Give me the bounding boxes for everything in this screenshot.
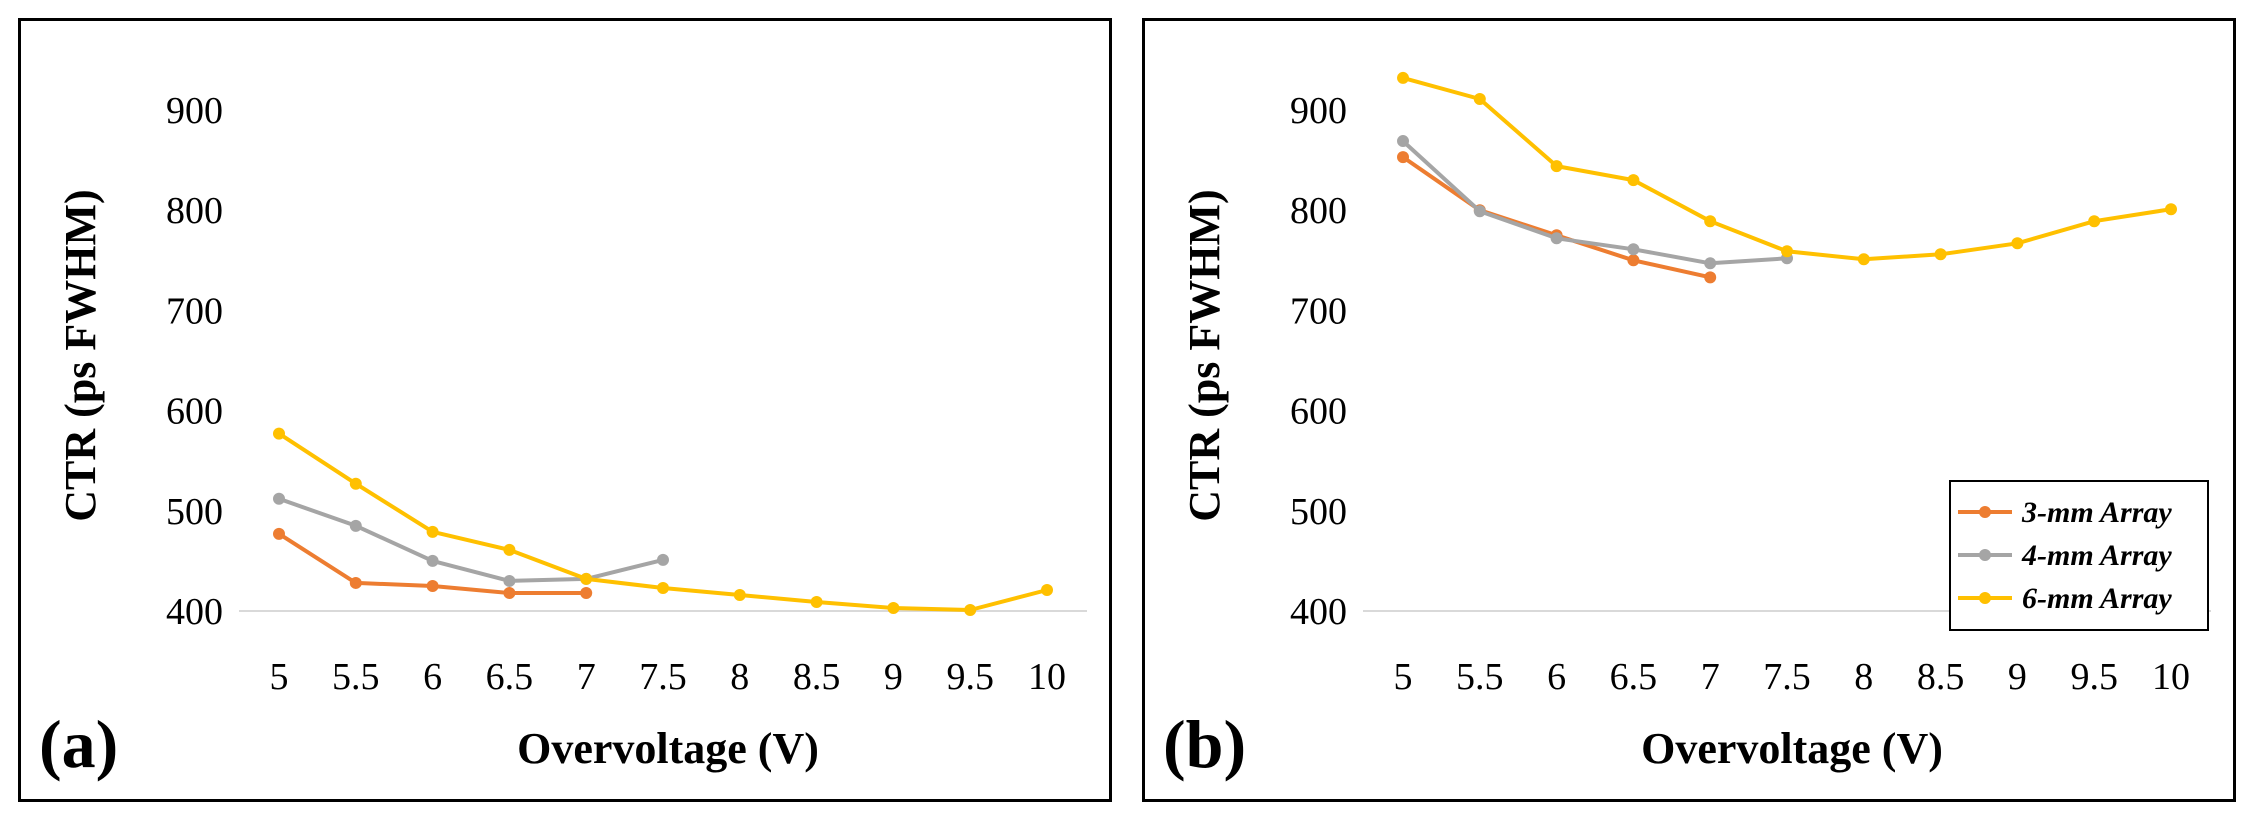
data-point (1473, 205, 1486, 218)
legend-label: 4-mm Array (2021, 539, 2172, 572)
x-tick-label: 6 (1547, 656, 1566, 698)
x-tick-label: 9.5 (2070, 656, 2118, 698)
data-point (810, 595, 823, 608)
data-point (503, 586, 516, 599)
x-tick-label: 5.5 (1456, 656, 1504, 698)
data-point (1550, 232, 1563, 245)
chart-panel-a: 400 500 600 700 800 900 5 5.5 6 6.5 7 7.5 8 8.5 9 9.5 10… (18, 18, 1112, 802)
legend-label: 6-mm Array (2022, 582, 2172, 615)
data-point (426, 525, 439, 538)
x-axis-title: Overvoltage (V) (517, 724, 819, 773)
data-point (1397, 135, 1409, 148)
y-tick-label: 800 (1290, 190, 1347, 232)
panel-label: (a) (39, 706, 118, 782)
data-point (1397, 71, 1409, 84)
data-point (349, 576, 362, 589)
chart-svg-b: 400 500 600 700 800 900 5 5.5 6 6.5 7 7.5 8 8.5 9 9.5 10… (1163, 71, 2211, 782)
legend-swatch-marker (1979, 592, 1991, 604)
y-tick-label: 500 (1290, 491, 1347, 533)
data-point (1550, 160, 1563, 173)
data-point (1627, 254, 1640, 267)
x-tick-label: 8.5 (793, 656, 841, 698)
data-point (733, 588, 746, 601)
data-point (1473, 92, 1486, 105)
x-tick-label: 7.5 (639, 656, 687, 698)
data-point (887, 601, 900, 614)
x-tick-label: 7 (1701, 656, 1720, 698)
data-point (349, 519, 362, 532)
data-point (503, 543, 516, 556)
x-tick-label: 5 (270, 656, 289, 698)
x-tick-label: 10 (2152, 656, 2190, 698)
data-point (426, 554, 439, 567)
data-point (1704, 257, 1717, 270)
data-point (1781, 245, 1793, 258)
data-point (964, 603, 977, 616)
y-tick-label: 700 (166, 290, 223, 332)
data-point (1397, 151, 1409, 164)
x-tick-label: 6 (423, 656, 442, 698)
data-point (349, 477, 362, 490)
y-tick-label: 900 (1290, 90, 1347, 132)
legend-swatch-marker (1979, 506, 1991, 518)
x-tick-label: 10 (1028, 656, 1066, 698)
y-tick-label: 400 (166, 591, 223, 633)
data-point (2088, 215, 2101, 228)
data-point (657, 553, 669, 566)
x-tick-label: 8.5 (1917, 656, 1965, 698)
data-point (2011, 237, 2024, 250)
data-point (273, 427, 285, 440)
data-point (1857, 253, 1870, 266)
data-point (1041, 583, 1053, 596)
x-tick-label: 9.5 (946, 656, 994, 698)
data-point (426, 579, 439, 592)
x-tick-label: 9 (2008, 656, 2027, 698)
y-tick-label: 800 (166, 190, 223, 232)
legend-label: 3-mm Array (2021, 496, 2172, 529)
data-point (1934, 248, 1947, 261)
data-point (1627, 243, 1640, 256)
x-tick-label: 7 (577, 656, 596, 698)
data-point (580, 586, 593, 599)
data-point (273, 527, 285, 540)
data-point (657, 581, 669, 594)
series-line (1401, 139, 1788, 266)
x-tick-label: 6.5 (1610, 656, 1658, 698)
series-line (278, 496, 664, 583)
x-tick-label: 5.5 (332, 656, 380, 698)
data-point (2165, 203, 2177, 216)
y-tick-label: 500 (166, 491, 223, 533)
y-tick-label: 400 (1290, 591, 1347, 633)
chart-svg-a: 400 500 600 700 800 900 5 5.5 6 6.5 7 7.5 8 8.5 9 9.5 10… (39, 90, 1087, 782)
data-point (580, 572, 593, 585)
data-point (1704, 271, 1717, 284)
y-tick-label: 600 (166, 391, 223, 433)
data-point (1704, 215, 1717, 228)
data-point (1627, 174, 1640, 187)
x-tick-label: 9 (884, 656, 903, 698)
y-axis-title: CTR (ps FWHM) (1180, 189, 1229, 521)
data-point (503, 574, 516, 587)
legend-swatch-marker (1979, 549, 1991, 561)
y-tick-label: 600 (1290, 391, 1347, 433)
x-tick-label: 6.5 (486, 656, 534, 698)
panel-label: (b) (1163, 706, 1246, 782)
series-line (1401, 155, 1711, 280)
x-tick-label: 5 (1394, 656, 1413, 698)
x-tick-label: 8 (1854, 656, 1873, 698)
x-axis-title: Overvoltage (V) (1641, 724, 1943, 773)
y-tick-label: 700 (1290, 290, 1347, 332)
series-line (1402, 75, 2172, 262)
y-axis-title: CTR (ps FWHM) (56, 189, 105, 521)
chart-panel-b: 400 500 600 700 800 900 5 5.5 6 6.5 7 7.5 8 8.5 9 9.5 10… (1142, 18, 2236, 802)
x-tick-label: 8 (730, 656, 749, 698)
y-tick-label: 900 (166, 90, 223, 132)
x-tick-label: 7.5 (1763, 656, 1811, 698)
data-point (273, 492, 285, 505)
